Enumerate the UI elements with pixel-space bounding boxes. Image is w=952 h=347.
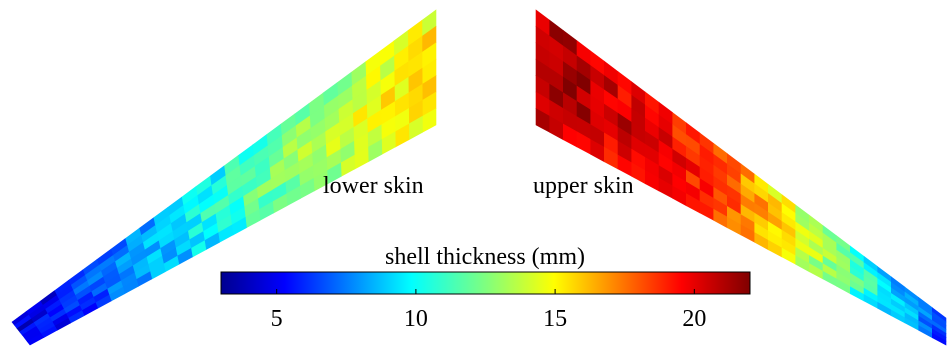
colorbar-tick-label: 10 (404, 306, 428, 332)
upper-skin-mesh-cell (931, 332, 947, 346)
colorbar: shell thickness (mm) 5 10 15 20 (220, 244, 751, 332)
upper-skin-panel (535, 9, 947, 346)
colorbar-gradient (220, 271, 751, 295)
colorbar-tick-label: 5 (271, 306, 283, 332)
colorbar-tick-label: 15 (543, 306, 567, 332)
colorbar-title: shell thickness (mm) (385, 244, 585, 270)
lower-skin-mesh-cell (26, 333, 44, 346)
lower-skin-label: lower skin (323, 173, 424, 199)
lower-skin-mesh (11, 9, 437, 346)
colorbar-tick-label: 20 (682, 306, 706, 332)
upper-skin-mesh (535, 9, 947, 346)
colorbar-ticks: 5 10 15 20 (271, 289, 706, 332)
lower-skin-panel (11, 9, 437, 346)
upper-skin-label: upper skin (533, 173, 634, 199)
